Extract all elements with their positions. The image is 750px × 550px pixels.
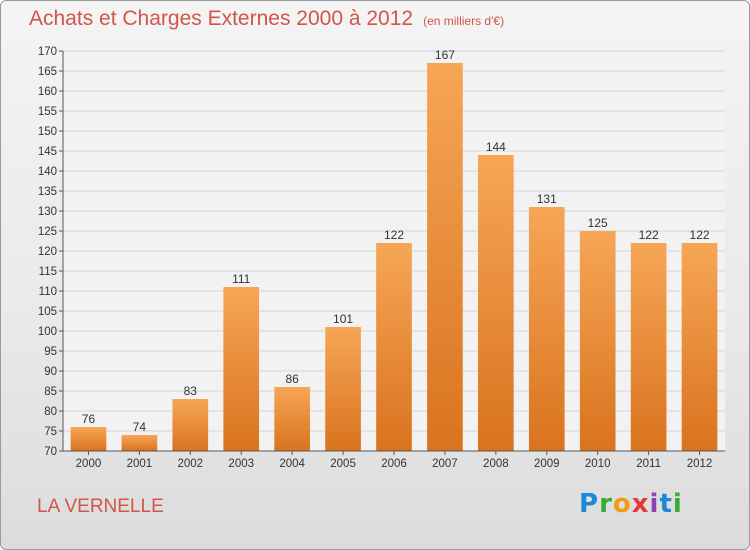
x-tick-label-2011: 2011 [636, 458, 661, 470]
y-tick-label: 140 [38, 166, 57, 178]
bar-2008 [478, 155, 514, 451]
bar-2000 [70, 427, 107, 451]
data-label-2003: 111 [232, 272, 251, 286]
bars: 76 74 83 111 86 101 122 167 144 131 125 122 122 [70, 48, 718, 451]
x-tick-label-2009: 2009 [534, 458, 560, 470]
bar-2004 [274, 387, 310, 451]
y-tick-label: 155 [38, 106, 57, 118]
y-tick-label: 135 [38, 186, 57, 198]
x-tick-label-2003: 2003 [228, 458, 254, 470]
y-tick-label: 125 [38, 226, 57, 238]
data-label-2008: 144 [486, 140, 506, 154]
y-axis: 70 75 80 85 90 95 100 105 110 115 120 125 130 135 140 1… [38, 46, 64, 458]
data-label-2009: 131 [537, 192, 557, 206]
y-tick-label: 105 [38, 306, 57, 318]
x-tick-label-2010: 2010 [585, 458, 611, 470]
place-name: LA VERNELLE [37, 496, 164, 517]
data-label-2001: 74 [133, 420, 147, 434]
data-label-2000: 76 [82, 412, 96, 426]
y-tick-label: 130 [38, 206, 57, 218]
y-tick-label: 160 [38, 86, 57, 98]
data-label-2005: 101 [333, 312, 353, 326]
logo-letter: t [659, 489, 673, 519]
y-tick-label: 75 [44, 426, 57, 438]
y-tick-label: 100 [38, 326, 57, 338]
bar-2011 [630, 243, 667, 451]
data-label-2007: 167 [435, 48, 455, 62]
x-axis: 2000 2001 2002 2003 2004 2005 2006 2007 2008 2009… [63, 450, 725, 470]
data-label-2004: 86 [285, 372, 299, 386]
data-label-2011: 122 [639, 228, 659, 242]
data-label-2012: 122 [690, 228, 710, 242]
y-tick-label: 85 [44, 386, 57, 398]
x-tick-label-2002: 2002 [178, 458, 204, 470]
bar-2007 [427, 63, 463, 451]
chart-unit: (en milliers d'€) [423, 14, 505, 28]
logo-letter: P [579, 489, 600, 519]
logo-letter: i [672, 489, 683, 519]
logo-letter: x [631, 489, 650, 519]
x-tick-label-2012: 2012 [687, 458, 713, 470]
y-tick-label: 120 [38, 246, 57, 258]
y-tick-label: 110 [39, 286, 57, 298]
bar-2006 [376, 243, 412, 451]
x-tick-label-2005: 2005 [330, 458, 356, 470]
proxiti-logo: Proxiti [579, 489, 683, 519]
y-tick-label: 150 [38, 126, 57, 138]
x-tick-label-2001: 2001 [127, 458, 153, 470]
logo-letter: r [599, 489, 613, 519]
bar-2010 [579, 231, 616, 451]
y-tick-label: 170 [38, 46, 57, 58]
y-tick-label: 70 [44, 446, 57, 458]
bar-2005 [325, 327, 361, 451]
chart-title-text: Achats et Charges Externes 2000 à 2012 [29, 7, 414, 30]
bar-2009 [528, 207, 565, 451]
x-tick-label-2000: 2000 [76, 458, 102, 470]
x-tick-label-2008: 2008 [483, 458, 509, 470]
y-tick-label: 145 [38, 146, 57, 158]
x-tick-label-2007: 2007 [432, 458, 458, 470]
data-label-2002: 83 [184, 384, 198, 398]
chart-title: Achats et Charges Externes 2000 à 2012 (e… [29, 7, 504, 31]
logo-letter: o [612, 489, 632, 519]
y-tick-label: 80 [44, 406, 57, 418]
bar-2002 [172, 399, 209, 451]
y-tick-label: 90 [44, 366, 57, 378]
y-tick-label: 165 [38, 66, 57, 78]
bar-2003 [223, 287, 260, 451]
y-tick-label: 95 [44, 346, 57, 358]
x-tick-label-2004: 2004 [279, 458, 305, 470]
y-tick-label: 115 [39, 266, 57, 278]
bar-2012 [681, 243, 718, 451]
data-label-2010: 125 [588, 216, 608, 230]
data-label-2006: 122 [384, 228, 404, 242]
bar-2001 [121, 435, 158, 451]
x-tick-label-2006: 2006 [381, 458, 407, 470]
logo-letter: i [649, 489, 660, 519]
